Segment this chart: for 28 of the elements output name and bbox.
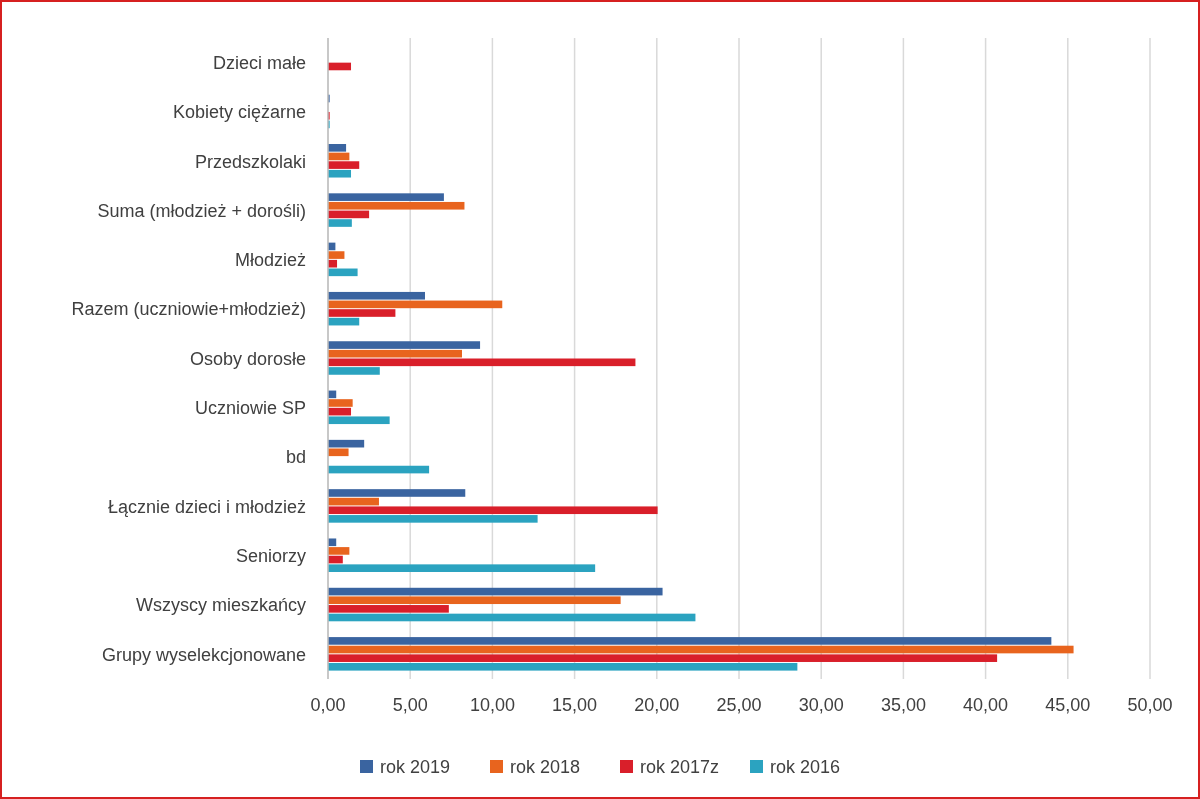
x-tick-label: 15,00 bbox=[552, 695, 598, 715]
x-tick-label: 20,00 bbox=[634, 695, 680, 715]
x-tick-label: 40,00 bbox=[963, 695, 1009, 715]
x-tick-label: 25,00 bbox=[716, 695, 762, 715]
y-tick-label: Dzieci małe bbox=[212, 52, 306, 73]
x-tick-label: 50,00 bbox=[1127, 695, 1173, 715]
x-tick-label: 35,00 bbox=[880, 695, 926, 715]
y-tick-label: Łącznie dzieci i młodzież bbox=[107, 496, 306, 517]
x-tick-label: 30,00 bbox=[798, 695, 844, 715]
y-tick-label: Kobiety ciężarne bbox=[172, 102, 306, 123]
legend-label: rok 2018 bbox=[510, 757, 581, 778]
y-tick-label: Uczniowie SP bbox=[194, 398, 306, 419]
y-tick-label: Razem (uczniowie+młodzież) bbox=[71, 299, 306, 320]
x-tick-label: 10,00 bbox=[469, 695, 515, 715]
y-tick-label: Osoby dorosłe bbox=[189, 348, 306, 369]
y-tick-label: bd bbox=[285, 447, 306, 468]
y-tick-label: Przedszkolaki bbox=[194, 151, 306, 172]
y-tick-label: Wszyscy mieszkańcy bbox=[135, 595, 306, 616]
y-tick-label: Grupy wyselekcjonowane bbox=[101, 644, 306, 665]
legend-label: rok 2019 bbox=[380, 757, 451, 778]
x-tick-label: 45,00 bbox=[1045, 695, 1091, 715]
legend-label: rok 2016 bbox=[770, 757, 841, 778]
legend-label: rok 2017z bbox=[640, 757, 720, 778]
y-tick-label: Suma (młodzież + dorośli) bbox=[97, 200, 306, 221]
y-tick-label: Seniorzy bbox=[235, 546, 306, 567]
x-tick-label: 0,00 bbox=[310, 695, 346, 715]
y-tick-label: Młodzież bbox=[234, 250, 306, 271]
x-tick-label: 5,00 bbox=[392, 695, 428, 715]
